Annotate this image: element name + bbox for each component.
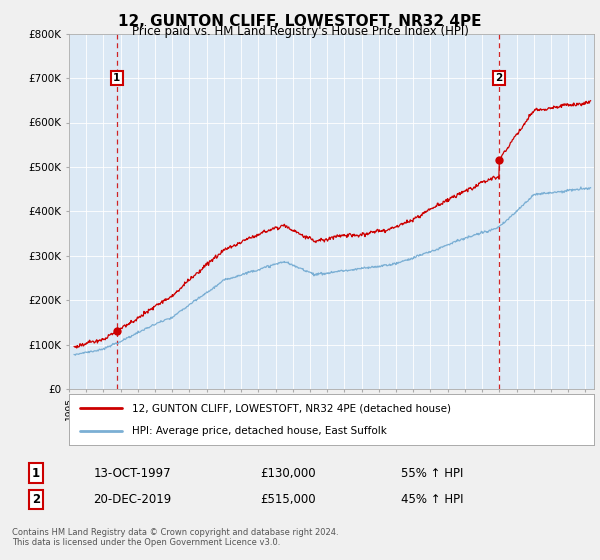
Text: £130,000: £130,000 <box>260 466 316 480</box>
Text: Price paid vs. HM Land Registry's House Price Index (HPI): Price paid vs. HM Land Registry's House … <box>131 25 469 38</box>
Text: 55% ↑ HPI: 55% ↑ HPI <box>401 466 463 480</box>
Text: Contains HM Land Registry data © Crown copyright and database right 2024.
This d: Contains HM Land Registry data © Crown c… <box>12 528 338 547</box>
Text: 20-DEC-2019: 20-DEC-2019 <box>93 493 171 506</box>
Text: 1: 1 <box>113 73 121 83</box>
Text: 12, GUNTON CLIFF, LOWESTOFT, NR32 4PE (detached house): 12, GUNTON CLIFF, LOWESTOFT, NR32 4PE (d… <box>132 403 451 413</box>
Text: HPI: Average price, detached house, East Suffolk: HPI: Average price, detached house, East… <box>132 426 387 436</box>
Text: 12, GUNTON CLIFF, LOWESTOFT, NR32 4PE: 12, GUNTON CLIFF, LOWESTOFT, NR32 4PE <box>118 14 482 29</box>
Text: 2: 2 <box>32 493 40 506</box>
Text: 45% ↑ HPI: 45% ↑ HPI <box>401 493 463 506</box>
Text: 2: 2 <box>495 73 502 83</box>
Text: 13-OCT-1997: 13-OCT-1997 <box>93 466 171 480</box>
Text: 1: 1 <box>32 466 40 480</box>
Text: £515,000: £515,000 <box>260 493 316 506</box>
